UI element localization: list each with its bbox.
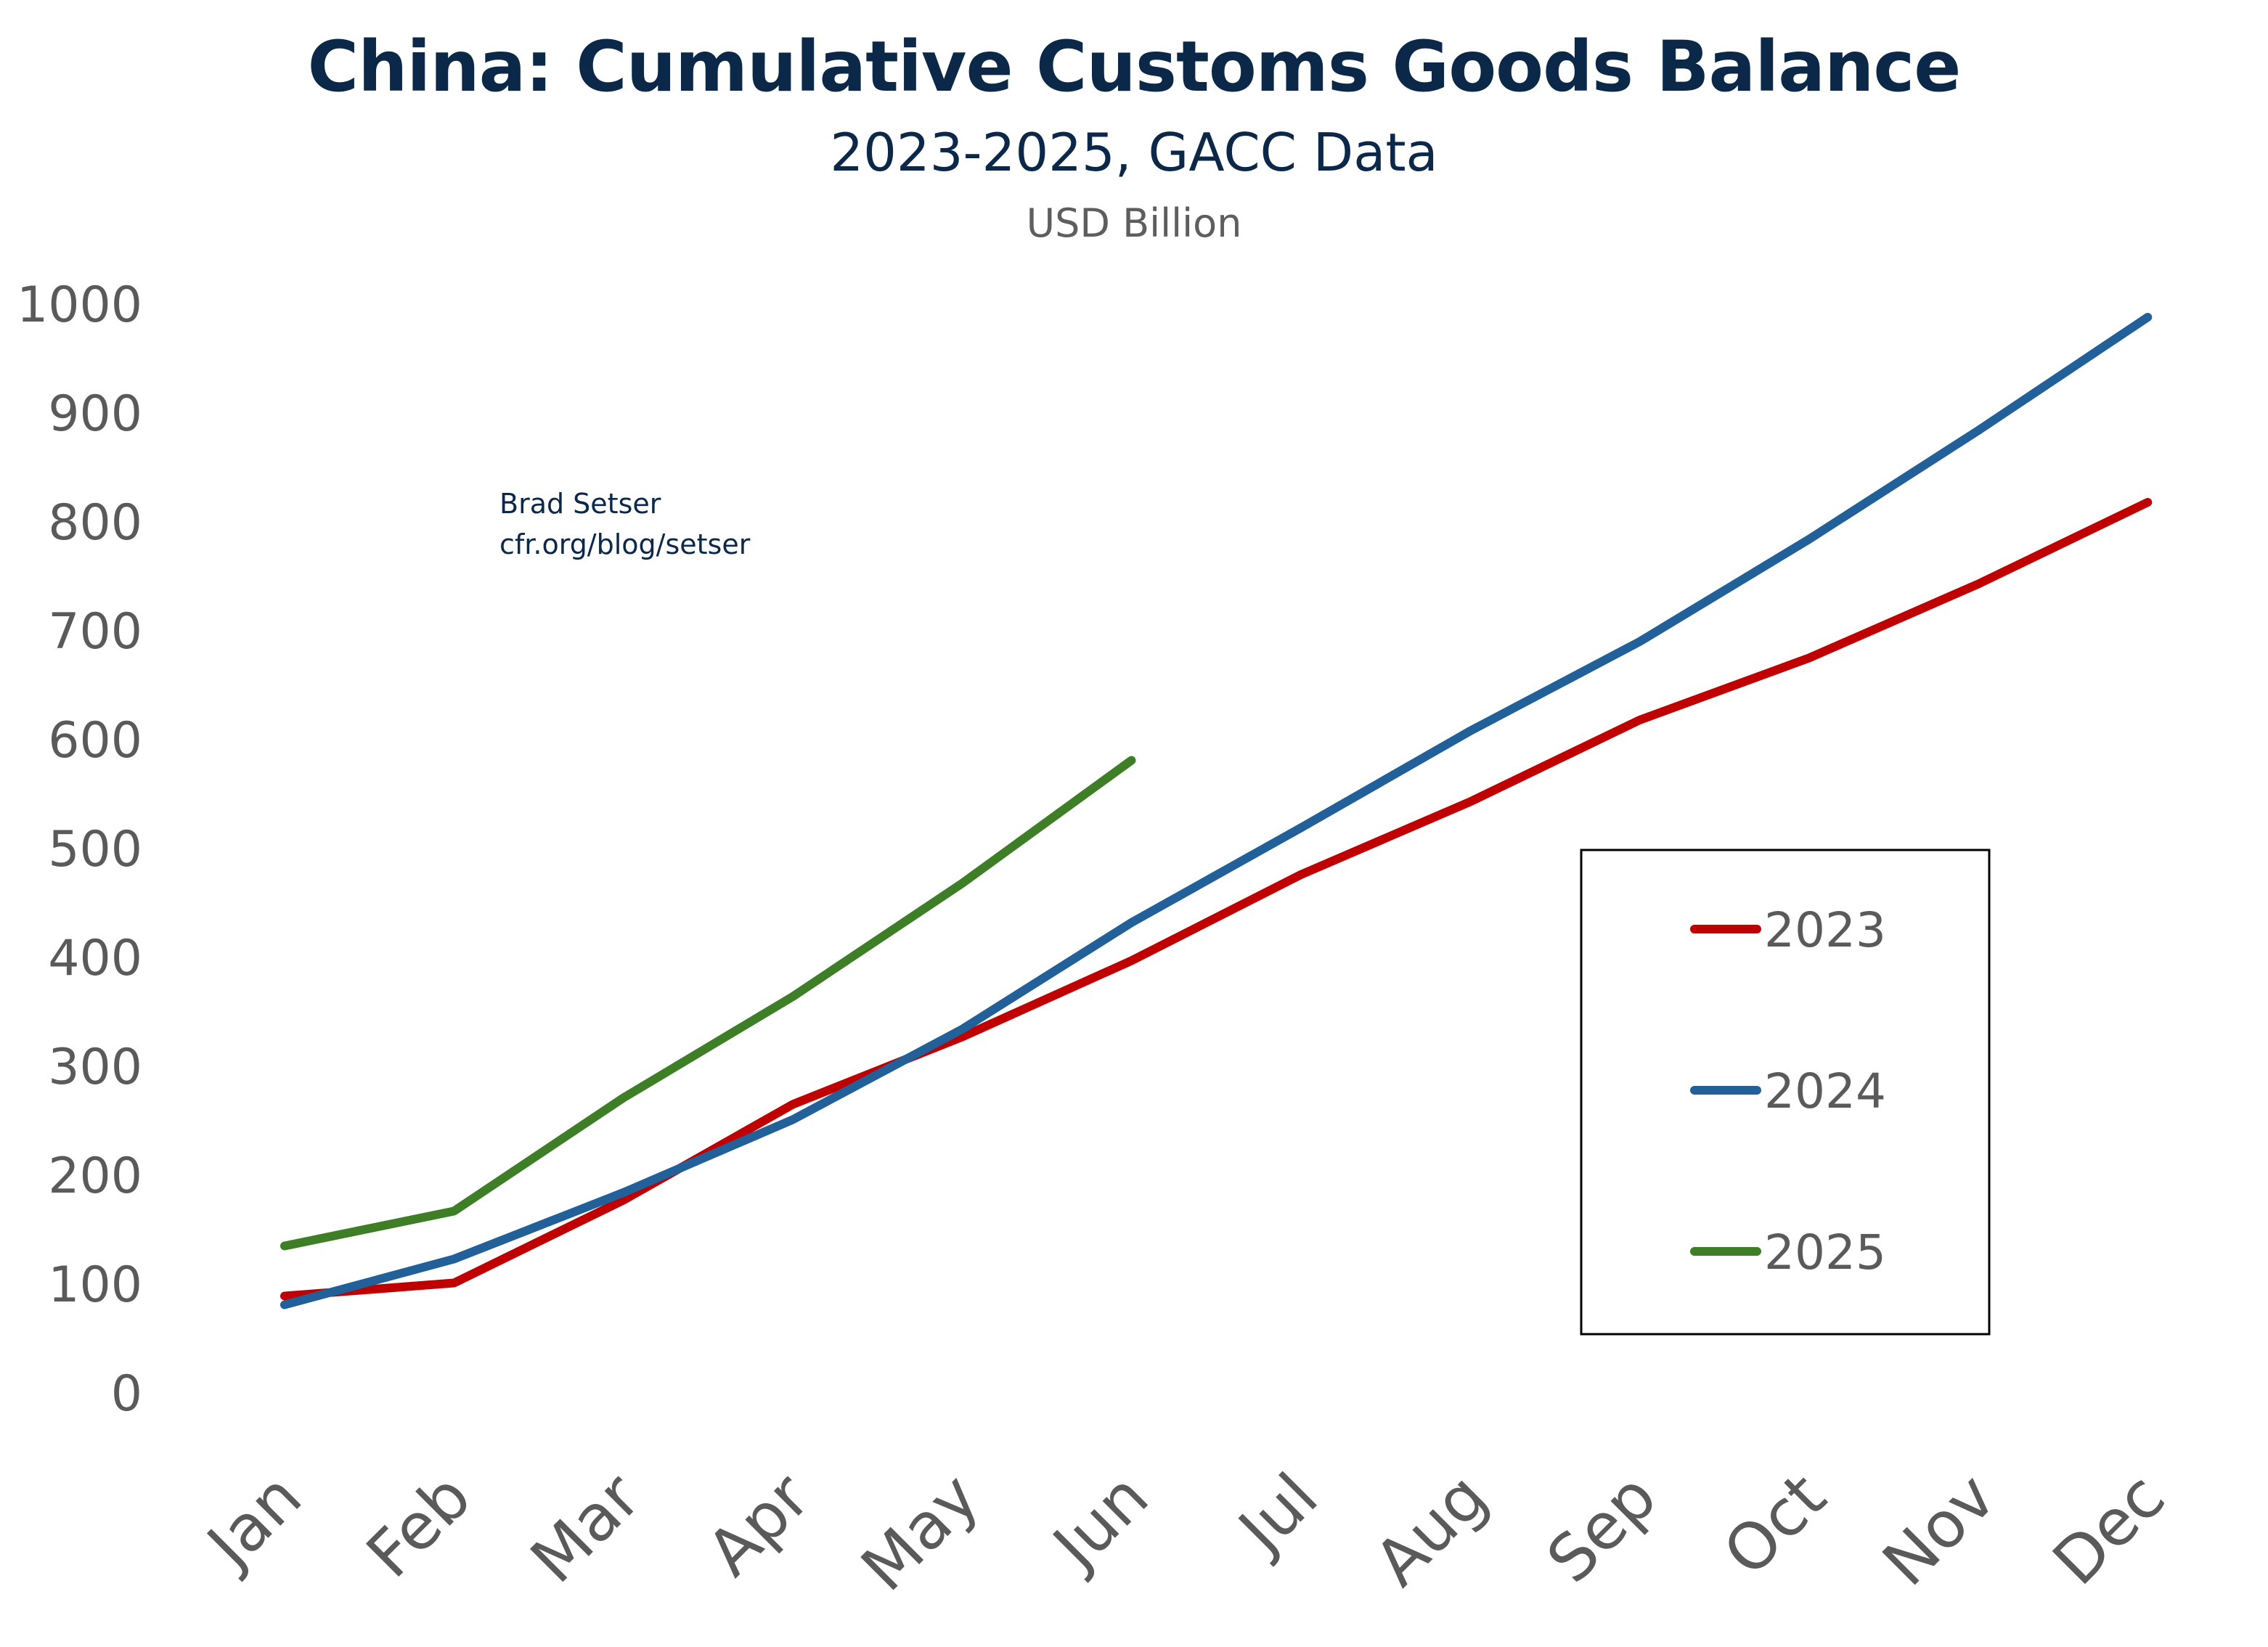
y-tick-label: 0 <box>111 1365 142 1423</box>
series-lines <box>280 313 2153 1309</box>
x-tick-label: Mar <box>516 1458 655 1597</box>
y-tick-label: 300 <box>48 1039 142 1096</box>
x-axis: Jan Feb Mar Apr May Jun Jul Aug Sep Oct Nov Dec <box>191 1458 2179 1605</box>
y-tick-label: 1000 <box>17 277 142 334</box>
annotation-author: Brad Setser <box>499 488 661 520</box>
chart-title: China: Cumulative Customs Goods Balance <box>307 26 1962 107</box>
series-line-2024 <box>280 313 2153 1309</box>
x-tick-label: Dec <box>2039 1459 2179 1599</box>
x-tick-label: Oct <box>1709 1459 1840 1590</box>
x-tick-label: Apr <box>693 1458 824 1590</box>
source-annotation: Brad Setser cfr.org/blog/setser <box>499 483 750 565</box>
legend-box <box>1580 849 1991 1336</box>
series-line-2025 <box>280 756 1136 1251</box>
y-tick-label: 800 <box>48 494 142 552</box>
annotation-url: cfr.org/blog/setser <box>499 528 751 560</box>
y-axis: 0 100 200 300 400 500 600 700 800 900 1000 <box>17 277 142 1423</box>
x-tick-label: Jan <box>191 1459 316 1584</box>
legend-label-2024: 2024 <box>1764 1063 1886 1119</box>
x-tick-label: Jul <box>1222 1459 1331 1569</box>
legend-label-2023: 2023 <box>1764 902 1886 958</box>
legend-label-2025: 2025 <box>1764 1225 1886 1280</box>
x-tick-label: Feb <box>352 1459 485 1592</box>
y-tick-label: 100 <box>48 1256 142 1314</box>
x-tick-label: Aug <box>1361 1459 1501 1600</box>
y-tick-label: 500 <box>48 821 142 878</box>
y-tick-label: 700 <box>48 603 142 661</box>
x-tick-label: Jun <box>1037 1459 1163 1585</box>
y-tick-label: 900 <box>48 385 142 443</box>
x-tick-label: Nov <box>1869 1459 2010 1600</box>
x-tick-label: May <box>847 1459 993 1605</box>
x-tick-label: Sep <box>1533 1459 1671 1597</box>
y-tick-label: 600 <box>48 712 142 769</box>
legend: 2023 2024 2025 <box>1580 849 1991 1336</box>
y-tick-label: 400 <box>48 930 142 987</box>
series-line-2023 <box>280 498 2153 1301</box>
y-axis-unit-label: USD Billion <box>1026 200 1242 246</box>
chart-subtitle: 2023-2025, GACC Data <box>830 122 1438 183</box>
y-tick-label: 200 <box>48 1148 142 1205</box>
